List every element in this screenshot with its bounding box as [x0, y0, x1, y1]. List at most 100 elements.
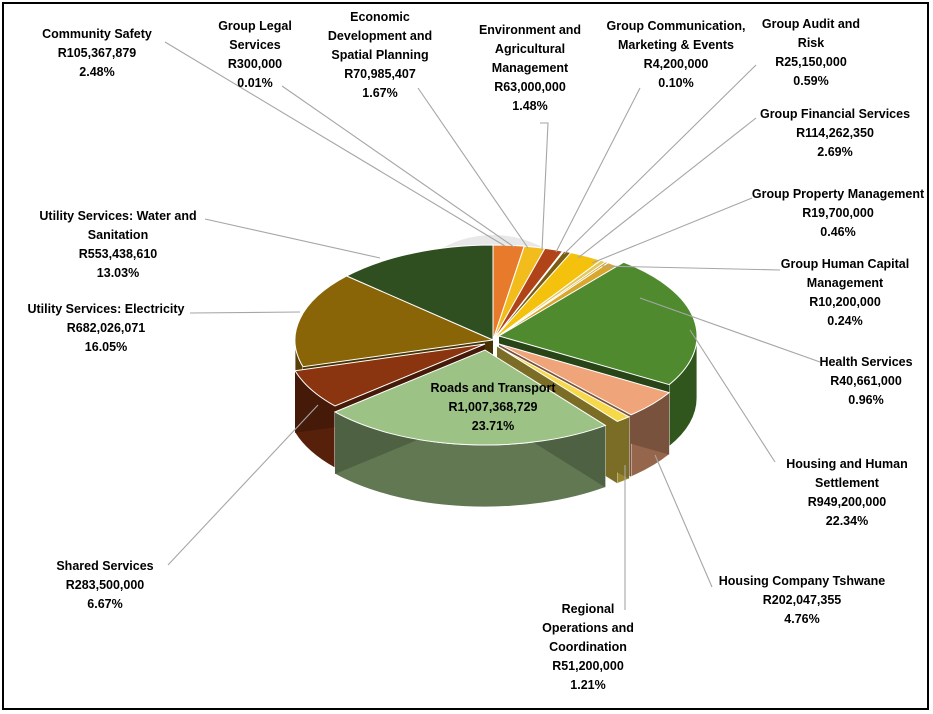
- label-group-human-capital-management: Group Human Capital Management R10,200,000…: [781, 257, 909, 328]
- label-housing-and-human-settlement: Housing and Human Settlement R949,200,000 2…: [786, 457, 908, 528]
- slice-name: Coordination: [549, 640, 627, 654]
- slice-name: Group Human Capital: [781, 257, 909, 271]
- slice-amount: R25,150,000: [775, 55, 847, 69]
- slice-amount: R114,262,350: [796, 126, 874, 140]
- slice-amount: R1,007,368,729: [449, 400, 538, 414]
- slice-name: Operations and: [542, 621, 634, 635]
- slice-percent: 16.05%: [85, 340, 127, 354]
- slice-name: Group Legal: [218, 19, 292, 33]
- pie-slice-housing-and-human-settlement: [497, 261, 698, 386]
- data-label-shared-services: Shared Services R283,500,000 6.67%: [56, 559, 153, 611]
- leader-lines: [164, 41, 821, 610]
- slice-name: Regional: [562, 602, 615, 616]
- leader-line-group-human-capital-management: [601, 265, 781, 271]
- slice-amount: R63,000,000: [494, 80, 566, 94]
- pie-slice-roads-and-transport: [333, 349, 607, 446]
- leader-line-utility-services-electricity: [189, 311, 301, 314]
- slice-percent: 0.59%: [793, 74, 828, 88]
- data-label-community-safety: Community Safety R105,367,879 2.48%: [42, 27, 152, 79]
- data-label-group-legal-services: Group Legal Services R300,000 0.01%: [218, 19, 292, 90]
- slice-percent: 1.48%: [512, 99, 547, 113]
- leader-line-utility-services-water-and-sanitation: [204, 218, 381, 259]
- leader-line-community-safety: [164, 41, 506, 247]
- slice-percent: 2.48%: [79, 65, 114, 79]
- slice-name: Health Services: [819, 355, 912, 369]
- slice-amount: R949,200,000: [808, 495, 887, 509]
- data-label-regional-operations-and-coordination: Regional Operations and Coordination R51,20…: [542, 602, 634, 692]
- slice-name: Agricultural: [495, 42, 565, 56]
- label-group-communication-marketing-events: Group Communication, Marketing & Events R4…: [607, 19, 746, 90]
- slice-percent: 0.96%: [848, 393, 883, 407]
- slice-amount: R40,661,000: [830, 374, 902, 388]
- data-label-group-human-capital-management: Group Human Capital Management R10,200,000…: [781, 257, 909, 328]
- slice-amount: R283,500,000: [66, 578, 145, 592]
- label-environment-and-agricultural-management: Environment and Agricultural Management R63…: [479, 23, 581, 113]
- slice-percent: 23.71%: [472, 419, 514, 433]
- slice-percent: 6.67%: [87, 597, 122, 611]
- slice-name: Roads and Transport: [430, 381, 556, 395]
- slice-amount: R682,026,071: [67, 321, 146, 335]
- slice-percent: 0.10%: [658, 76, 693, 90]
- slice-percent: 0.01%: [237, 76, 272, 90]
- pie-slice-utility-services-electricity: [294, 275, 495, 368]
- data-label-health-services: Health Services R40,661,000 0.96%: [819, 355, 912, 407]
- pie-slice-housing-company-tshwane: [498, 343, 671, 416]
- slice-name: Group Financial Services: [760, 107, 910, 121]
- slice-percent: 13.03%: [97, 266, 139, 280]
- slice-name: Management: [807, 276, 884, 290]
- leader-line-group-property-management: [591, 197, 753, 264]
- pie-slice-utility-services-water-and-sanitation: [345, 244, 494, 341]
- data-label-group-communication-marketing-events: Group Communication, Marketing & Events R4…: [607, 19, 746, 90]
- slice-percent: 2.69%: [817, 145, 852, 159]
- label-community-safety: Community Safety R105,367,879 2.48%: [42, 27, 152, 79]
- label-economic-development-and-spatial-planning: Economic Development and Spatial Planning R…: [328, 10, 432, 100]
- leader-line-group-audit-and-risk: [563, 64, 757, 255]
- slice-amount: R4,200,000: [644, 57, 709, 71]
- slice-name: Shared Services: [56, 559, 153, 573]
- slice-name: Community Safety: [42, 27, 152, 41]
- slice-amount: R105,367,879: [58, 46, 137, 60]
- label-health-services: Health Services R40,661,000 0.96%: [819, 355, 912, 407]
- data-labels: Community Safety R105,367,879 2.48% Group L…: [27, 10, 924, 692]
- data-label-environment-and-agricultural-management: Environment and Agricultural Management R63…: [479, 23, 581, 113]
- pie-slice-regional-operations-and-coordination: [496, 345, 631, 422]
- slice-amount: R19,700,000: [802, 206, 874, 220]
- label-utility-services-water-and-sanitation: Utility Services: Water and Sanitation R55…: [39, 209, 196, 280]
- slice-name: Group Communication,: [607, 19, 746, 33]
- slice-amount: R300,000: [228, 57, 282, 71]
- slice-name: Sanitation: [88, 228, 148, 242]
- slice-percent: 22.34%: [826, 514, 868, 528]
- slice-name: Housing Company Tshwane: [719, 574, 885, 588]
- slice-name: Group Audit and: [762, 17, 860, 31]
- slice-amount: R70,985,407: [344, 67, 416, 81]
- pie-slice-shared-services: [294, 343, 486, 407]
- slice-name: Environment and: [479, 23, 581, 37]
- data-label-economic-development-and-spatial-planning: Economic Development and Spatial Planning R…: [328, 10, 432, 100]
- leader-line-shared-services: [167, 404, 319, 566]
- leader-line-housing-and-human-settlement: [689, 329, 776, 463]
- slice-name: Development and: [328, 29, 432, 43]
- data-label-group-financial-services: Group Financial Services R114,262,350 2.69…: [760, 107, 910, 159]
- leader-line-health-services: [639, 297, 821, 363]
- data-label-utility-services-electricity: Utility Services: Electricity R682,026,07…: [27, 302, 184, 354]
- slice-name: Risk: [798, 36, 824, 50]
- slice-percent: 4.76%: [784, 612, 819, 626]
- pie-slices: [294, 244, 698, 446]
- data-label-group-audit-and-risk: Group Audit and Risk R25,150,000 0.59%: [762, 17, 860, 88]
- data-label-housing-company-tshwane: Housing Company Tshwane R202,047,355 4.76%: [719, 574, 885, 626]
- leader-line-group-communication-marketing-events: [555, 87, 641, 253]
- slice-amount: R553,438,610: [79, 247, 158, 261]
- slice-name: Economic: [350, 10, 410, 24]
- slice-percent: 1.21%: [570, 678, 605, 692]
- slice-name: Settlement: [815, 476, 880, 490]
- data-label-group-property-management: Group Property Management R19,700,000 0.46…: [752, 187, 925, 239]
- slice-name: Group Property Management: [752, 187, 925, 201]
- data-label-utility-services-water-and-sanitation: Utility Services: Water and Sanitation R55…: [39, 209, 196, 280]
- label-group-property-management: Group Property Management R19,700,000 0.46…: [752, 187, 925, 239]
- slice-percent: 1.67%: [362, 86, 397, 100]
- data-label-roads-and-transport: Roads and Transport R1,007,368,729 23.71%: [430, 381, 556, 433]
- label-group-financial-services: Group Financial Services R114,262,350 2.69…: [760, 107, 910, 159]
- leader-line-environment-and-agricultural-management: [540, 122, 549, 251]
- slice-name: Management: [492, 61, 569, 75]
